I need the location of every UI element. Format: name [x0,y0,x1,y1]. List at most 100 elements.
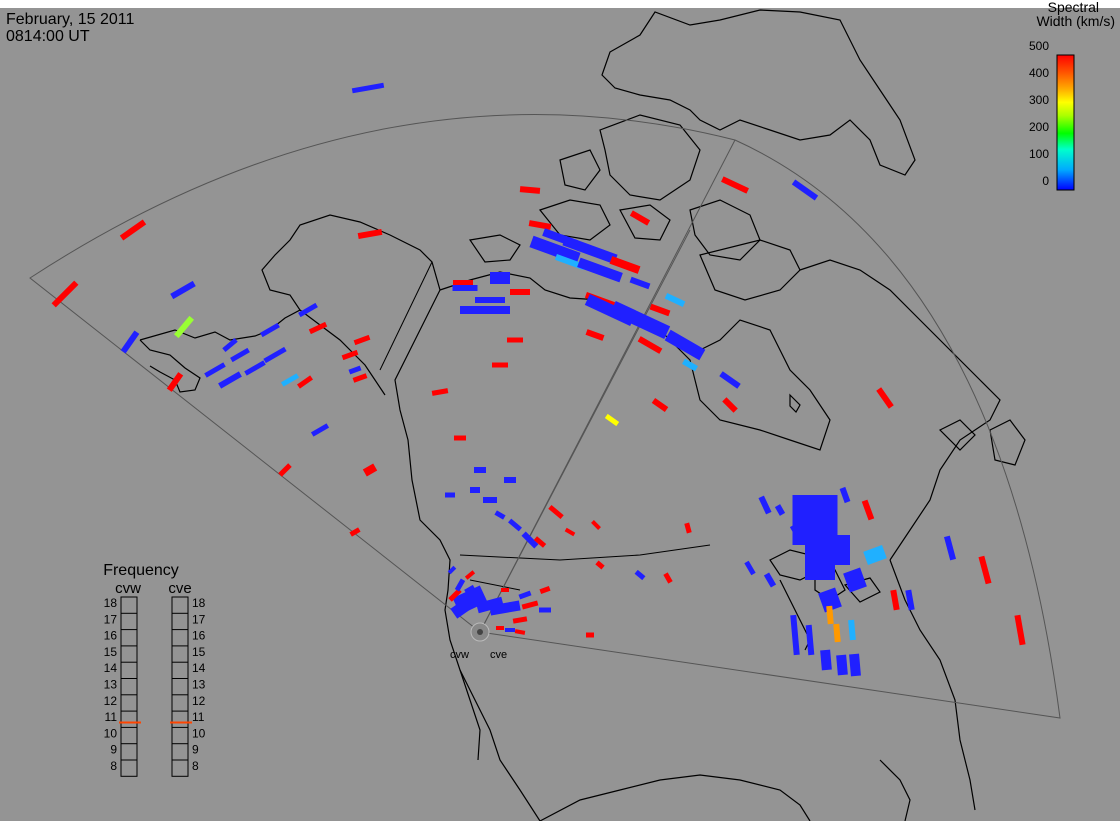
frequency-title: Frequency [103,562,179,579]
radar-cell [348,365,362,375]
radar-label-cvw: cvw [450,649,469,661]
colorbar-tick-labels: 500 400 300 200 100 0 [1029,39,1049,188]
radar-cell [629,210,651,226]
radar-cell [595,560,605,570]
radar-cell [505,628,515,632]
radar-cell [278,463,292,477]
radar-cell [651,397,669,413]
frequency-scale-label: 15 [104,645,118,659]
radar-cell [448,588,462,602]
radar-cell [447,565,457,575]
frequency-scale-label: 18 [192,596,206,610]
radar-cell [460,306,510,314]
radar-cell [501,588,509,592]
frequency-label-cve: cve [168,580,191,597]
radar-cell [637,336,663,354]
radar-cell [504,477,516,483]
radar-cell [445,492,455,498]
radar-cell [173,315,195,339]
frequency-scale-label: 16 [104,629,118,643]
frequency-scale-label: 15 [192,645,206,659]
radar-cell [722,397,738,413]
radar-cell [492,362,508,368]
radar-cell [496,626,504,630]
radar-cell [790,614,800,656]
frequency-scale-label: 12 [104,694,118,708]
radar-cell [719,371,741,389]
radar-cell [521,600,539,610]
radar-cell [763,572,777,588]
radar-cell [508,518,522,532]
frequency-scale-label: 16 [192,629,206,643]
frequency-scale-label: 14 [104,661,118,675]
radar-cell [805,624,815,656]
colorbar-tick-label: 200 [1029,120,1049,134]
radar-cell [539,585,551,595]
radar-fov [29,114,1061,719]
colorbar-title-line2: Width (km/s) [1036,13,1115,29]
radar-cell [120,330,140,354]
radar-cell [539,607,551,613]
frequency-scale-label: 8 [192,759,199,773]
radar-cell [353,334,371,346]
radar-cell [450,597,474,619]
radar-cell [510,289,530,295]
frequency-scale-label: 11 [192,710,205,724]
radar-cell [476,596,504,614]
radar-cell [483,497,497,503]
colorbar-tick-label: 400 [1029,66,1049,80]
radar-cell [863,545,887,565]
radar-cell [514,629,526,635]
map-background [0,8,1120,821]
radar-cell [663,572,673,584]
radar-cell [805,540,835,580]
frequency-scale-label: 14 [192,661,206,675]
radar-cell [848,619,856,641]
radar-cell [791,179,819,201]
frequency-bar-cve [171,596,189,777]
frequency-scale-label: 17 [104,612,118,626]
borders [379,261,711,591]
radar-cell [682,358,698,372]
plot-time: 0814:00 UT [6,28,90,45]
plot-date: February, 15 2011 [6,11,134,28]
frequency-scale-label: 9 [110,743,117,757]
radar-cell [507,337,523,343]
radar-cell [744,560,756,576]
radar-cell [664,293,686,307]
radar-cell [591,520,601,530]
radar-cell [818,587,842,613]
radar-cell [452,285,478,291]
radar-cell [222,337,238,353]
radar-cell [664,329,706,361]
radar-label-cve: cve [490,649,507,661]
radar-cell [341,349,359,361]
radar-cell [204,362,226,378]
radar-cell [464,584,476,596]
radar-cell [260,322,280,338]
radar-cell [352,373,368,383]
radar-cell [244,360,266,376]
radar-cell [577,257,623,283]
radar-cell [586,632,594,638]
frequency-scale-label: 10 [192,726,206,740]
radar-cell [528,220,552,230]
radar-cell [357,228,383,240]
header-strip [0,0,1120,8]
frequency-scale-label: 13 [104,678,118,692]
radar-cell [431,388,449,396]
radar-cell [119,219,147,241]
radar-cell [298,302,318,318]
radar-cell [453,280,473,286]
radar-cell [861,499,875,521]
radar-cell [263,346,287,364]
colorbar-tick-label: 300 [1029,93,1049,107]
radar-cell [609,256,641,274]
radar-cell [836,654,848,676]
frequency-scale-label: 10 [104,726,118,740]
radar-cell [562,235,618,265]
radar-cell [518,590,532,600]
radar-cell [454,435,466,441]
radar-cell [849,653,861,677]
